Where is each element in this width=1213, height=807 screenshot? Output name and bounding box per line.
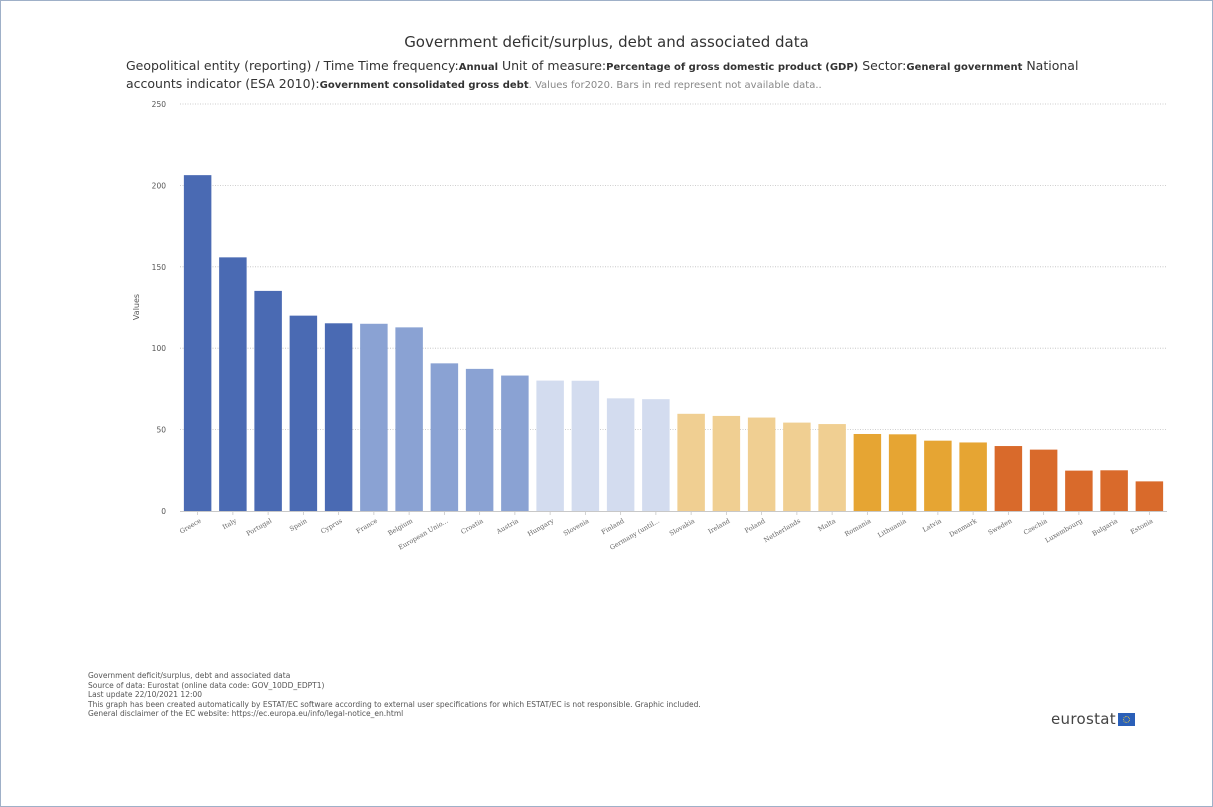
y-tick-label: 200 [152, 181, 167, 190]
logo-text: eurostat [1051, 710, 1116, 728]
x-tick-label: Denmark [948, 517, 978, 539]
subtitle-note: . Values for2020. Bars in red represent … [528, 80, 822, 91]
chart-subtitle: Geopolitical entity (reporting) / Time T… [126, 58, 1086, 94]
bar[interactable] [1065, 470, 1093, 511]
x-tick-label: Netherlands [762, 517, 801, 544]
bar[interactable] [254, 290, 282, 511]
bar[interactable] [994, 446, 1023, 511]
subtitle-part-1: Geopolitical entity (reporting) / Time T… [126, 58, 459, 73]
y-tick-label: 100 [152, 344, 167, 353]
y-axis-label: Values [132, 294, 141, 320]
x-tick-label: Czechia [1022, 517, 1049, 537]
x-tick-label: Austria [494, 517, 520, 536]
y-axis: 0 50 100 150 200 250 [152, 100, 167, 516]
bar[interactable] [501, 375, 529, 511]
bar[interactable] [571, 380, 600, 511]
bar[interactable] [430, 363, 459, 511]
bar[interactable] [853, 433, 882, 511]
y-tick-label: 250 [152, 100, 167, 109]
bar-chart: 0 50 100 150 200 250 Greece Italy Portugal Spain… [132, 100, 1167, 552]
subtitle-part-4: National accounts indicator (ESA 2010): [126, 58, 1079, 91]
x-tick-label: Greece [178, 517, 202, 536]
bar[interactable] [783, 422, 811, 511]
bar[interactable] [1100, 470, 1128, 511]
x-tick-label: Malta [817, 517, 838, 534]
bar[interactable] [395, 327, 423, 511]
x-tick-label: Finland [600, 517, 626, 536]
bars [183, 175, 1164, 511]
eu-flag-icon [1117, 712, 1135, 726]
x-tick-label: Estonia [1129, 517, 1155, 536]
subtitle-part-2: Unit of measure: [498, 58, 607, 73]
bar[interactable] [1135, 481, 1164, 511]
bar[interactable] [183, 175, 212, 511]
bar[interactable] [818, 424, 846, 511]
bar[interactable] [324, 323, 353, 511]
x-tick-label: Belgium [386, 517, 414, 538]
footer-line: Source of data: Eurostat (online data co… [88, 680, 325, 690]
x-tick-label: Romania [843, 517, 872, 538]
grid-lines [180, 103, 1167, 431]
bar[interactable] [747, 417, 776, 511]
bar[interactable] [712, 415, 741, 511]
bar[interactable] [536, 380, 564, 511]
bar[interactable] [360, 323, 388, 511]
x-tick-label: Croatia [459, 517, 484, 536]
x-axis: Greece Italy Portugal Spain Cyprus France Belg… [178, 511, 1167, 552]
bar[interactable] [642, 399, 670, 511]
footer-notes: Government deficit/surplus, debt and ass… [88, 671, 701, 719]
bar[interactable] [888, 434, 917, 511]
x-tick-label: Lithuania [876, 517, 907, 540]
x-tick-label: Hungary [526, 517, 555, 539]
x-tick-label: Italy [221, 517, 238, 531]
footer-line: This graph has been created automaticall… [88, 699, 701, 709]
footer-line: Last update 22/10/2021 12:00 [88, 690, 203, 700]
footer-line: Government deficit/surplus, debt and ass… [88, 671, 291, 680]
chart-title: Government deficit/surplus, debt and ass… [404, 33, 809, 51]
x-tick-label: Spain [288, 517, 308, 533]
footer-line: General disclaimer of the EC website: ht… [88, 709, 404, 719]
x-tick-label: Portugal [245, 517, 273, 538]
x-tick-label: France [355, 517, 379, 536]
bar[interactable] [219, 257, 247, 511]
bar[interactable] [289, 315, 318, 511]
bar[interactable] [924, 440, 952, 511]
x-tick-label: Latvia [921, 517, 943, 534]
bar[interactable] [606, 398, 635, 511]
subtitle-frequency: Annual [458, 62, 498, 73]
y-tick-label: 50 [156, 426, 166, 435]
y-tick-label: 0 [161, 507, 166, 516]
bar[interactable] [677, 413, 705, 511]
bar[interactable] [959, 442, 987, 511]
x-tick-label: Luxembourg [1044, 517, 1084, 545]
x-tick-label: Sweden [987, 517, 1014, 537]
eurostat-logo: eurostat [1051, 710, 1135, 728]
subtitle-sector: General government [906, 62, 1023, 73]
subtitle-unit: Percentage of gross domestic product (GD… [606, 62, 859, 73]
subtitle-part-3: Sector: [858, 58, 907, 73]
bar[interactable] [1029, 449, 1058, 511]
x-tick-label: Bulgaria [1091, 517, 1119, 538]
x-tick-label: Ireland [707, 517, 732, 536]
x-tick-label: Slovenia [562, 517, 590, 538]
x-tick-label: Slovakia [668, 517, 696, 538]
bar[interactable] [465, 368, 494, 511]
x-tick-label: Poland [743, 517, 766, 535]
subtitle-indicator: Government consolidated gross debt [319, 80, 529, 91]
y-tick-label: 150 [152, 263, 167, 272]
x-tick-label: Cyprus [319, 517, 343, 536]
